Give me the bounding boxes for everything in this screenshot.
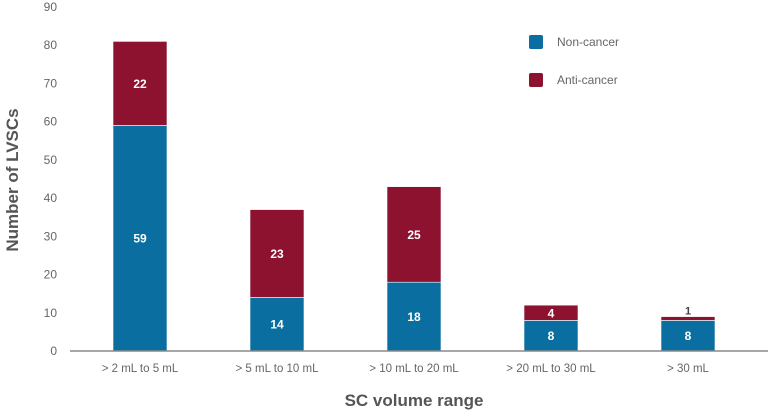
- bar-segment-anti-cancer: [249, 209, 305, 298]
- y-tick-label: 10: [44, 306, 58, 320]
- legend-swatch: [529, 73, 543, 87]
- x-tick-label: > 30 mL: [667, 363, 709, 375]
- x-tick-label: > 2 mL to 5 mL: [102, 363, 179, 375]
- y-axis-ticks: 0 10 20 30 40 50 60 70 80 90: [44, 0, 58, 358]
- data-label: 23: [270, 247, 284, 261]
- x-tick-label: > 5 mL to 10 mL: [236, 363, 320, 375]
- y-tick-label: 30: [44, 229, 58, 243]
- data-label: 18: [407, 310, 421, 324]
- legend: Non-cancer Anti-cancer: [529, 35, 619, 87]
- data-label: 25: [407, 228, 421, 242]
- y-tick-label: 20: [44, 268, 58, 282]
- bar-segment-non-cancer: [386, 281, 442, 352]
- y-tick-label: 60: [44, 115, 58, 129]
- data-label: 8: [685, 329, 692, 343]
- data-label: 4: [548, 306, 555, 320]
- x-tick-label: > 10 mL to 20 mL: [369, 363, 459, 375]
- bars: 59 22 14 23 18 25 8 4 8 1: [112, 41, 716, 352]
- data-label: 59: [133, 232, 147, 246]
- x-axis-ticks: > 2 mL to 5 mL > 5 mL to 10 mL > 10 mL to …: [102, 363, 710, 375]
- y-tick-label: 70: [44, 76, 58, 90]
- y-tick-label: 90: [44, 0, 58, 14]
- bar-segment-anti-cancer: [112, 41, 168, 126]
- bar-segment-anti-cancer: [660, 316, 716, 321]
- bar-segment-anti-cancer: [523, 304, 579, 321]
- data-label: 14: [270, 318, 284, 332]
- bar-segment-non-cancer: [112, 125, 168, 352]
- bar-segment-anti-cancer: [386, 186, 442, 283]
- x-tick-label: > 20 mL to 30 mL: [506, 363, 596, 375]
- y-tick-label: 80: [44, 38, 58, 52]
- legend-swatch: [529, 35, 543, 49]
- y-axis-title: Number of LVSCs: [3, 108, 22, 251]
- x-axis-title: SC volume range: [345, 391, 484, 410]
- legend-label: Anti-cancer: [557, 73, 618, 87]
- data-label: 22: [133, 77, 147, 91]
- y-tick-label: 0: [50, 344, 57, 358]
- y-tick-label: 50: [44, 153, 58, 167]
- data-label: 1: [685, 306, 691, 318]
- y-tick-label: 40: [44, 191, 58, 205]
- legend-label: Non-cancer: [557, 35, 619, 49]
- bar-segment-non-cancer: [660, 320, 716, 352]
- data-label: 8: [548, 329, 555, 343]
